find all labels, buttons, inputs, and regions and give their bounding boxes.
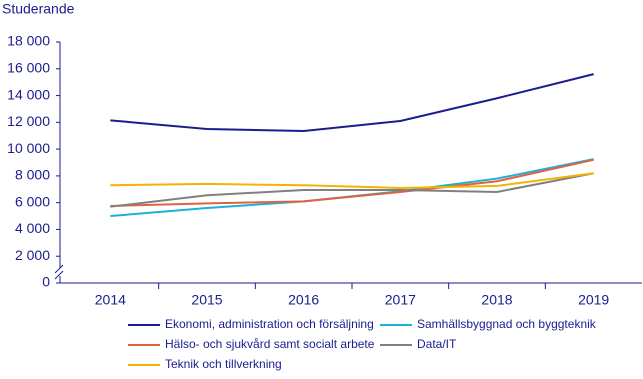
legend-label: Teknik och tillverkning [165, 357, 282, 371]
line [110, 172, 594, 189]
y-tick-label: 16 000 [7, 59, 50, 75]
line [110, 172, 594, 208]
x-tick-label: 2019 [578, 292, 609, 308]
axis-break [54, 264, 64, 274]
y-axis-label: Studerande [2, 1, 75, 17]
axis-break [54, 270, 64, 280]
x-tick-label: 2014 [95, 292, 126, 308]
x-tick-label: 2015 [191, 292, 222, 308]
y-tick-label: 18 000 [7, 33, 50, 49]
y-tick-label: 12 000 [7, 113, 50, 129]
line [110, 73, 594, 133]
legend-label: Samhällsbyggnad och byggteknik [417, 317, 597, 331]
y-tick-label: 0 [42, 274, 50, 290]
x-tick-label: 2016 [288, 292, 319, 308]
y-tick-label: 6 000 [15, 193, 50, 209]
y-tick-label: 10 000 [7, 140, 50, 156]
x-tick-label: 2018 [481, 292, 512, 308]
y-tick-label: 2 000 [15, 247, 50, 263]
legend-label: Ekonomi, administration och försäljning [165, 317, 374, 331]
legend-label: Hälso- och sjukvård samt socialt arbete [165, 337, 375, 351]
line [110, 158, 594, 208]
y-tick-label: 4 000 [15, 220, 50, 236]
y-tick-label: 8 000 [15, 167, 50, 183]
legend-label: Data/IT [417, 337, 457, 351]
y-tick-label: 14 000 [7, 86, 50, 102]
x-tick-label: 2017 [385, 292, 416, 308]
